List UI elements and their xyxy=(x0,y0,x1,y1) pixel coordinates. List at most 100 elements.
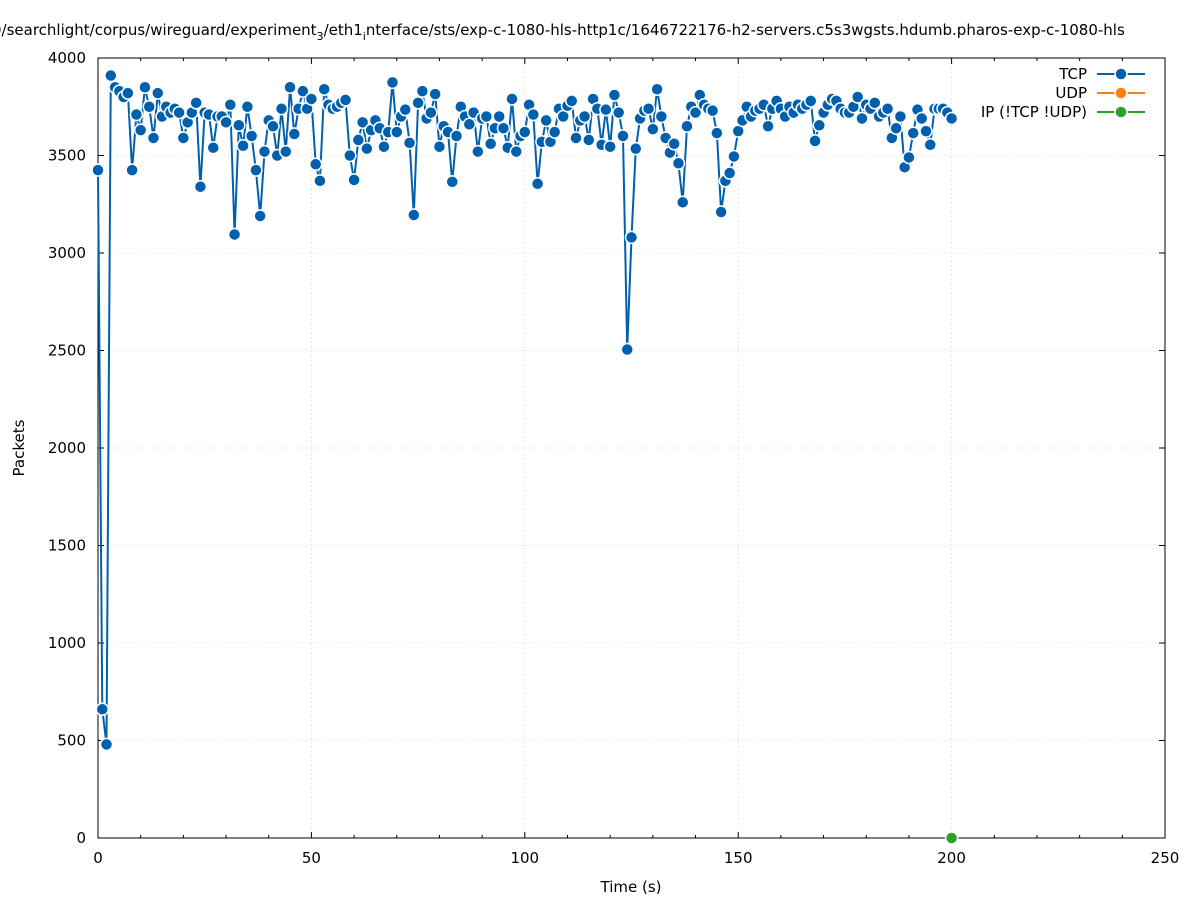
data-point xyxy=(360,141,374,156)
legend-marker xyxy=(1114,86,1128,100)
x-tick-label: 0 xyxy=(93,849,103,867)
y-tick-label: 0 xyxy=(76,829,86,847)
data-point xyxy=(313,174,327,188)
data-point xyxy=(172,105,186,120)
data-point xyxy=(944,111,959,126)
data-point xyxy=(91,163,105,177)
data-point xyxy=(355,115,370,130)
data-point xyxy=(518,125,532,139)
data-point xyxy=(569,131,583,145)
x-axis-ticks: 0 50 100 150 200 250 xyxy=(93,58,1179,867)
data-point xyxy=(919,124,933,138)
data-point xyxy=(607,88,622,102)
data-point xyxy=(855,111,869,126)
data-point xyxy=(193,179,208,194)
data-point xyxy=(129,107,144,122)
data-point xyxy=(646,122,660,136)
data-point xyxy=(539,113,553,128)
data-point xyxy=(667,137,681,151)
data-point xyxy=(407,208,421,222)
data-point xyxy=(347,173,361,187)
data-point xyxy=(249,163,263,177)
y-tick-label: 2000 xyxy=(48,439,86,457)
y-axis-ticks: 0 500 1000 1500 2000 2500 3000 3500 4000 xyxy=(48,49,1165,847)
x-tick-label: 200 xyxy=(937,849,966,867)
data-point xyxy=(808,134,822,148)
data-point xyxy=(509,144,524,159)
data-point xyxy=(390,125,404,139)
data-point xyxy=(761,119,775,133)
data-point xyxy=(675,195,690,210)
data-point xyxy=(671,156,686,171)
data-point xyxy=(722,166,737,180)
y-tick-label: 3500 xyxy=(48,147,86,165)
y-tick-label: 500 xyxy=(57,732,86,750)
y-axis-label: Packets xyxy=(10,419,28,476)
data-point xyxy=(445,175,459,189)
x-tick-label: 150 xyxy=(724,849,753,867)
data-point xyxy=(603,139,617,154)
data-point xyxy=(351,133,366,147)
data-point xyxy=(705,103,720,118)
x-tick-label: 50 xyxy=(302,849,321,867)
data-point xyxy=(219,115,233,130)
data-point xyxy=(611,105,626,120)
y-tick-label: 1500 xyxy=(48,537,86,555)
data-point xyxy=(121,86,135,100)
data-point xyxy=(530,177,545,191)
data-point xyxy=(624,230,639,245)
data-point xyxy=(944,831,959,845)
data-point xyxy=(629,141,643,156)
x-tick-label: 250 xyxy=(1151,849,1180,867)
data-point xyxy=(274,101,289,116)
data-point xyxy=(104,68,118,83)
data-point xyxy=(125,163,139,177)
legend-label: IP (!TCP !UDP) xyxy=(981,103,1087,121)
data-point xyxy=(138,80,152,94)
data-point xyxy=(812,118,827,133)
data-point xyxy=(266,119,280,133)
data-point xyxy=(680,119,694,133)
x-axis-label: Time (s) xyxy=(600,878,662,896)
data-point xyxy=(253,209,267,223)
data-point xyxy=(906,126,920,140)
data-point xyxy=(564,94,579,108)
legend-marker xyxy=(1114,67,1128,81)
data-point xyxy=(415,84,430,98)
data-point xyxy=(804,94,818,108)
data-point xyxy=(146,131,161,145)
legend-label: UDP xyxy=(1055,84,1087,102)
data-point xyxy=(641,101,656,116)
data-point xyxy=(505,92,519,106)
data-point xyxy=(377,139,391,154)
data-point xyxy=(714,205,728,219)
data-point xyxy=(99,737,114,752)
data-point xyxy=(492,109,506,124)
data-point xyxy=(257,144,272,159)
data-point xyxy=(914,111,929,126)
title-subscript-2: i xyxy=(363,30,366,43)
title-part-b: /eth1 xyxy=(324,21,363,39)
data-point xyxy=(471,144,485,159)
data-point xyxy=(547,125,562,139)
data-point xyxy=(889,121,903,135)
data-point xyxy=(343,148,357,163)
title-part-c: nterface/sts/exp-c-1080-hls-http1c/16467… xyxy=(366,21,1125,39)
data-point xyxy=(411,96,425,110)
data-point xyxy=(893,109,908,124)
data-point xyxy=(868,96,882,110)
y-tick-label: 2500 xyxy=(48,342,86,360)
y-tick-label: 3000 xyxy=(48,244,86,262)
data-point xyxy=(620,342,634,357)
data-point xyxy=(206,140,220,155)
data-point xyxy=(151,86,165,100)
legend-label: TCP xyxy=(1058,65,1087,83)
data-point xyxy=(232,118,246,133)
data-point xyxy=(616,129,630,143)
data-point xyxy=(189,96,203,110)
y-tick-label: 4000 xyxy=(48,49,86,67)
data-point xyxy=(432,139,447,154)
data-point xyxy=(654,109,669,124)
data-point xyxy=(317,82,331,96)
